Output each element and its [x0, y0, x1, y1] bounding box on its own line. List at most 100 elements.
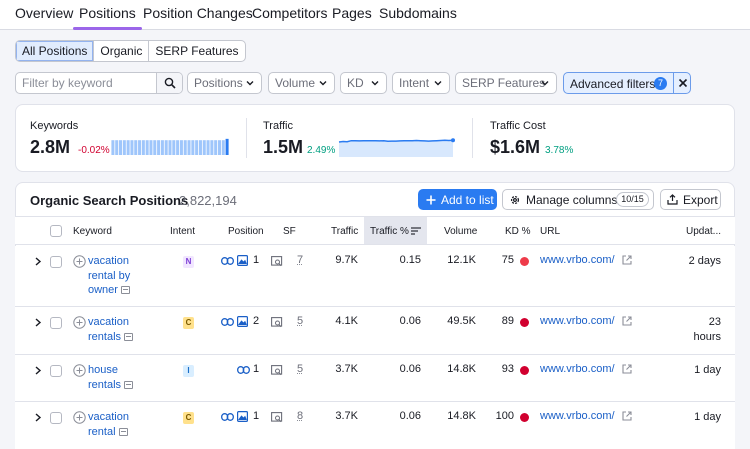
traffic-percent-value: 0.06 [400, 363, 421, 375]
serp-features-count[interactable]: 5 [297, 363, 303, 375]
traffic-percent-value: 0.06 [400, 315, 421, 327]
tab-position-changes[interactable]: Position Changes [143, 5, 253, 21]
keywords-trend-bar [149, 140, 152, 155]
column-header-url[interactable]: URL [540, 226, 560, 237]
volume-filter-dropdown[interactable]: Volume [268, 72, 335, 94]
add-keyword-icon[interactable] [73, 364, 86, 377]
ranking-url-link[interactable]: www.vrbo.com/ [540, 315, 615, 327]
serp-features-count[interactable]: 8 [297, 410, 303, 422]
table-row[interactable]: house rentals I 1 5 3.7K 0.06 14.8K 93 www.vrbo.c… [15, 355, 735, 402]
traffic-metric-delta: 2.49% [307, 145, 335, 156]
advanced-filters-button[interactable]: Advanced filters 7 [563, 72, 691, 94]
keywords-trend-bar [127, 140, 130, 155]
serp-snapshot-icon[interactable] [124, 381, 133, 389]
kd-filter-dropdown[interactable]: KD [340, 72, 387, 94]
column-header-intent[interactable]: Intent [170, 226, 195, 237]
manage-columns-button[interactable]: Manage columns 10/15 [502, 189, 654, 210]
serp-snapshot-icon[interactable] [121, 286, 130, 294]
link-icon [221, 413, 234, 421]
kd-difficulty-dot [520, 413, 529, 422]
positions-filter-dropdown[interactable]: Positions [187, 72, 262, 94]
add-keyword-icon[interactable] [73, 411, 86, 424]
intent-badge: C [183, 317, 194, 329]
external-link-icon[interactable] [622, 364, 632, 374]
tab-positions[interactable]: Positions [79, 5, 136, 21]
keywords-trend-bar [111, 140, 114, 155]
column-header-position[interactable]: Position [228, 226, 264, 237]
select-all-checkbox[interactable] [50, 225, 62, 237]
keywords-trend-bar [172, 140, 175, 155]
add-keyword-icon[interactable] [73, 316, 86, 329]
segment-organic[interactable]: Organic [94, 41, 149, 61]
expand-row-icon[interactable] [34, 318, 42, 327]
segment-all-positions[interactable]: All Positions [16, 41, 94, 61]
volume-value: 49.5K [447, 315, 476, 327]
column-header-sf[interactable]: SF [283, 226, 296, 237]
keyword-text-line: vacation [88, 255, 129, 267]
expand-row-icon[interactable] [34, 366, 42, 375]
keyword-link[interactable]: vacation rental by owner [88, 254, 148, 298]
ranking-url-link[interactable]: www.vrbo.com/ [540, 363, 615, 375]
column-header-traffic[interactable]: Traffic [331, 226, 358, 237]
serp-features-count[interactable]: 5 [297, 315, 303, 327]
segment-serp-features[interactable]: SERP Features [149, 41, 244, 61]
keyword-text-line: rentals [88, 379, 121, 391]
image-serp-icon [237, 255, 248, 266]
position-value: 2 [253, 315, 259, 327]
add-to-list-label: Add to list [441, 193, 494, 207]
tab-pages[interactable]: Pages [332, 5, 372, 21]
tab-overview[interactable]: Overview [15, 5, 73, 21]
chevron-down-icon [245, 78, 255, 88]
serp-snapshot-icon[interactable] [124, 333, 133, 341]
column-header-kd[interactable]: KD % [505, 226, 531, 237]
clear-advanced-filters-button[interactable] [673, 73, 691, 93]
traffic-cost-metric-value: $1.6M [490, 137, 540, 158]
kd-difficulty-dot [520, 366, 529, 375]
table-row[interactable]: vacation rentals C 2 5 4.1K 0.06 49.5K 89 www.vrb… [15, 307, 735, 355]
kd-value: 100 [496, 410, 514, 422]
keyword-link[interactable]: house rentals [88, 363, 148, 392]
external-link-icon[interactable] [622, 255, 632, 265]
external-link-icon[interactable] [622, 316, 632, 326]
kd-difficulty-dot [520, 257, 529, 266]
traffic-metric-value: 1.5M [263, 137, 303, 158]
add-keyword-icon[interactable] [73, 255, 86, 268]
expand-row-icon[interactable] [34, 413, 42, 422]
expand-row-icon[interactable] [34, 257, 42, 266]
volume-value: 14.8K [447, 363, 476, 375]
last-updated-line: 1 day [694, 363, 721, 378]
external-link-icon[interactable] [622, 411, 632, 421]
serp-features-filter-dropdown[interactable]: SERP Features [455, 72, 557, 94]
row-checkbox[interactable] [50, 256, 62, 268]
table-row[interactable]: vacation rental by owner N 1 7 9.7K 0.15 12.1K 75… [15, 246, 735, 307]
keyword-text-line: vacation [88, 411, 129, 423]
search-button[interactable] [156, 73, 182, 93]
tab-subdomains[interactable]: Subdomains [379, 5, 457, 21]
ranking-url-link[interactable]: www.vrbo.com/ [540, 410, 615, 422]
keyword-filter-input[interactable] [16, 73, 157, 93]
close-icon [678, 78, 688, 88]
keyword-link[interactable]: vacation rental [88, 410, 148, 439]
row-checkbox[interactable] [50, 412, 62, 424]
link-icon [221, 257, 234, 265]
column-header-updated[interactable]: Updat... [686, 226, 721, 237]
tab-competitors[interactable]: Competitors [252, 5, 327, 21]
serp-features-icon [271, 256, 283, 267]
column-header-keyword[interactable]: Keyword [73, 226, 112, 237]
intent-filter-label: Intent [399, 76, 429, 90]
keywords-trend-bar [165, 140, 168, 155]
keyword-link[interactable]: vacation rentals [88, 315, 148, 344]
row-checkbox[interactable] [50, 317, 62, 329]
add-to-list-button[interactable]: Add to list [418, 189, 497, 210]
export-button[interactable]: Export [660, 189, 721, 210]
ranking-url-link[interactable]: www.vrbo.com/ [540, 254, 615, 266]
table-row[interactable]: vacation rental C 1 8 3.7K 0.06 14.8K 100 www.vrb… [15, 402, 735, 449]
row-checkbox[interactable] [50, 365, 62, 377]
column-header-traffic-percent[interactable]: Traffic % [370, 226, 409, 237]
column-header-volume[interactable]: Volume [444, 226, 477, 237]
intent-badge: C [183, 412, 194, 424]
serp-features-count[interactable]: 7 [297, 254, 303, 266]
serp-snapshot-icon[interactable] [119, 428, 128, 436]
intent-filter-dropdown[interactable]: Intent [392, 72, 450, 94]
keywords-trend-bar [207, 140, 210, 155]
